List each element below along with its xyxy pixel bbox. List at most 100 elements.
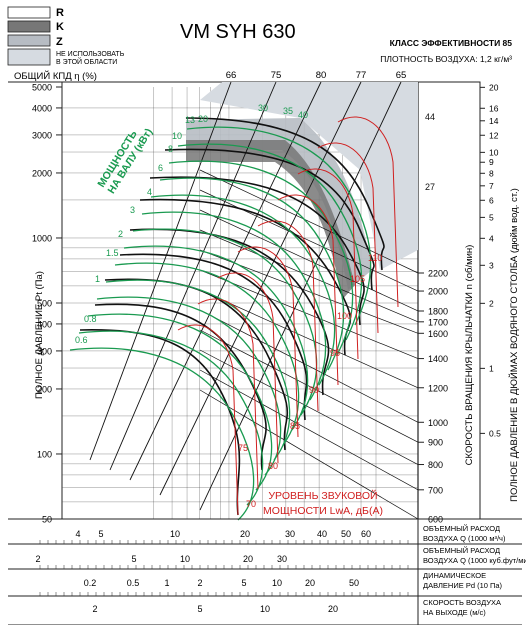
sound-value-label: 95: [330, 348, 340, 358]
x4-tick-label: 20: [328, 604, 338, 614]
y-left-tick-label: 5000: [32, 83, 52, 93]
power-value-label: 30: [258, 103, 268, 113]
y-left-tick-label: 1000: [32, 233, 52, 243]
speed-tick-label: 1700: [428, 317, 448, 327]
efficiency-class: КЛАСС ЭФФЕКТИВНОСТИ 85: [390, 38, 513, 48]
speed-tick-label: 1800: [428, 306, 448, 316]
x3-tick-label: 5: [241, 578, 246, 588]
y-left-tick-label: 4000: [32, 103, 52, 113]
x4-tick-label: 5: [197, 604, 202, 614]
sound-curve: [257, 220, 319, 412]
x3-tick-label: 10: [272, 578, 282, 588]
sound-curve: [237, 246, 299, 438]
speed-line: [199, 369, 419, 491]
legend-label-z: Z: [56, 36, 63, 48]
sound-value-label: 75: [238, 443, 248, 453]
speed-tick-label: 1400: [428, 354, 448, 364]
sound-value-label: 110: [368, 253, 382, 263]
y-left-tick-label: 200: [37, 384, 52, 394]
speed-tick-label: 800: [428, 460, 443, 470]
sound-curve: [337, 116, 399, 308]
y-right-tick-label: 5: [489, 212, 494, 222]
x1-tick-label: 5: [98, 529, 103, 539]
y-right-tick-label: 14: [489, 116, 499, 126]
speed-tick-label: 2200: [428, 269, 448, 279]
power-curve: [87, 313, 273, 491]
power-value-label: 0.6: [75, 335, 88, 345]
power-value-label: 35: [283, 106, 293, 116]
power-value-label: 44: [425, 112, 435, 122]
x3-tick-label: 1: [164, 578, 169, 588]
speed-tick-label: 900: [428, 438, 443, 448]
speed-line: [199, 229, 419, 323]
sound-value-label: 100: [337, 311, 352, 321]
air-density: ПЛОТНОСТЬ ВОЗДУХА: 1,2 кг/м³: [380, 54, 512, 64]
sound-curve: [297, 168, 359, 360]
legend-label-forbidden: НЕ ИСПОЛЬЗОВАТЬ В ЭТОЙ ОБЛАСТИ: [56, 51, 125, 66]
zone-k: [186, 140, 355, 300]
power-value-label: 3: [130, 205, 135, 215]
power-value-label: 1.5: [106, 248, 119, 258]
sound-curve: [217, 272, 279, 464]
y-right-tick-label: 1: [489, 363, 494, 373]
y-right-tick-label: 8: [489, 168, 494, 178]
x2-label: ОБЪЕМНЫЙ РАСХОД ВОЗДУХА Q (1000 куб.фут/м…: [423, 546, 526, 565]
x2-tick-label: 10: [180, 554, 190, 564]
sound-value-label: 105: [350, 274, 365, 284]
speed-line: [199, 309, 419, 423]
model-title: VM SYH 630: [180, 21, 296, 43]
sound-value-label: 70: [246, 499, 256, 509]
power-value-label: 2: [118, 229, 123, 239]
system-curve: [164, 148, 375, 291]
x3-tick-label: 20: [305, 578, 315, 588]
sound-curve: [197, 298, 259, 490]
legend-swatch-k: [7, 20, 51, 33]
power-curve: [186, 126, 372, 326]
power-curve: [177, 143, 363, 341]
bottom-axes: 4 5 10 20 30 40 50 60 2 5 10 20 30 0.2 0.5 1 2 5 10 20 50 2 5 1…: [8, 518, 522, 625]
efficiency-line: [89, 81, 232, 461]
y-right-tick-label: 9: [489, 157, 494, 167]
legend-swatch-r: [7, 6, 51, 19]
legend-swatch-forbidden: [7, 48, 51, 66]
efficiency-label: ОБЩИЙ КПД η (%): [14, 70, 97, 82]
power-label: МОЩНОСТЬНА ВАЛУ (кВт): [95, 120, 155, 196]
power-value-label: 20: [198, 114, 208, 124]
x1-tick-label: 10: [170, 529, 180, 539]
efficiency-line: [159, 81, 362, 496]
efficiency-tick-label: 75: [271, 70, 282, 81]
speed-line: [199, 269, 419, 359]
y-left-tick-label: 500: [37, 299, 52, 309]
speed-tick-label: 700: [428, 485, 443, 495]
y-right-tick-label: 12: [489, 130, 499, 140]
y-right-tick-label: 3: [489, 260, 494, 270]
efficiency-line: [129, 81, 322, 481]
y-left-tick-label: 2000: [32, 168, 52, 178]
x3-tick-label: 2: [197, 578, 202, 588]
power-curve: [123, 245, 309, 431]
x3-tick-label: 0.5: [127, 578, 140, 588]
power-value-label: 4: [147, 187, 152, 197]
x3-label: ДИНАМИЧЕСКОЕ ДАВЛЕНИЕ Pd (10 Па): [423, 571, 503, 590]
speed-line: [199, 389, 419, 520]
efficiency-line: [109, 81, 277, 471]
y-left-tick-label: 400: [37, 319, 52, 329]
legend-label-r: R: [56, 7, 64, 19]
speed-tick-label: 2000: [428, 287, 448, 297]
x4-tick-label: 10: [260, 604, 270, 614]
x2-tick-label: 2: [35, 554, 40, 564]
operating-zones: [186, 82, 418, 300]
x4-tick-label: 2: [92, 604, 97, 614]
power-value-label: 8: [168, 144, 173, 154]
legend-swatch-z: [7, 34, 51, 47]
legend-label-k: K: [56, 21, 64, 33]
y-right-tick-label: 16: [489, 103, 499, 113]
y-right-tick-label: 0.5: [489, 428, 501, 438]
sound-label: УРОВЕНЬ ЗВУКОВОЙ МОЩНОСТИ LwA, дБ(A): [263, 489, 383, 517]
x2-tick-label: 5: [131, 554, 136, 564]
x2-tick-label: 30: [277, 554, 287, 564]
x1-tick-label: 20: [240, 529, 250, 539]
